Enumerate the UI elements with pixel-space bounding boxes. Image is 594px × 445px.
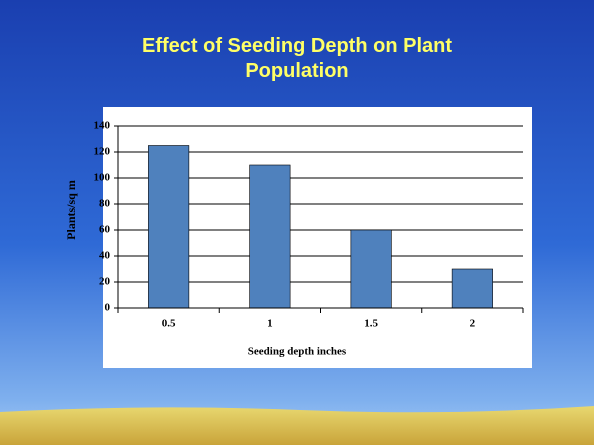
y-tick-label: 80 xyxy=(99,198,111,210)
y-tick-label: 100 xyxy=(94,172,111,184)
bar xyxy=(452,269,493,308)
chart: Seeding depth inches Plants/sq m 0 20 40 60… xyxy=(0,0,594,445)
bar xyxy=(148,146,189,309)
y-axis-label: Plants/sq m xyxy=(64,180,78,240)
y-tick-label: 140 xyxy=(94,120,111,132)
slide: {"chart_data": {"type": "bar", "title": … xyxy=(0,0,594,445)
x-tick-label: 1 xyxy=(267,318,273,330)
y-tick-label: 40 xyxy=(99,250,111,262)
bar xyxy=(250,165,291,308)
x-tick-label: 2 xyxy=(470,318,476,330)
y-tick-label: 20 xyxy=(99,276,111,288)
y-tick-label: 0 xyxy=(105,302,111,314)
bar xyxy=(351,230,392,308)
x-axis-label: Seeding depth inches xyxy=(248,346,347,358)
x-tick-label: 1.5 xyxy=(364,318,378,330)
x-tick-label: 0.5 xyxy=(162,318,176,330)
y-tick-label: 60 xyxy=(99,224,111,236)
y-tick-label: 120 xyxy=(94,146,111,158)
